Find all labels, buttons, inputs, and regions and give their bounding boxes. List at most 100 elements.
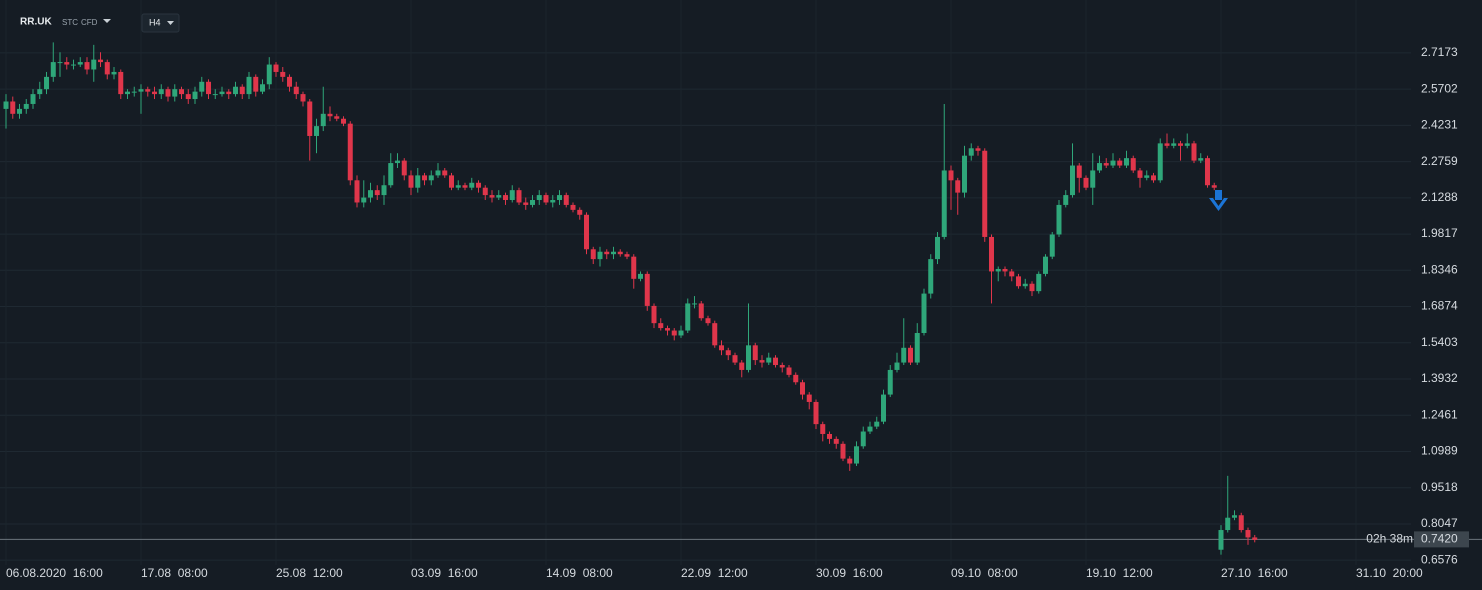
timeframe-selector[interactable]: H4 (141, 13, 180, 33)
y-tick-label: 1.3932 (1421, 371, 1458, 385)
candle-body (772, 357, 778, 366)
candle-body (955, 180, 961, 193)
candle-body (685, 303, 691, 331)
candle-body (219, 91, 225, 95)
candle-body (91, 59, 97, 70)
dropdown-arrow[interactable] (167, 21, 174, 25)
candle-body (1002, 268, 1008, 272)
y-tick-label: 1.6874 (1421, 299, 1458, 313)
symbol[interactable]: RR.UK (20, 17, 52, 28)
candle-body (1238, 515, 1244, 531)
candle-body (543, 195, 549, 203)
candle-body (327, 113, 333, 117)
candle-body (860, 431, 866, 447)
candle-body (138, 89, 144, 92)
candle-body (489, 195, 495, 198)
candle-body (347, 123, 353, 181)
candle-body (320, 113, 326, 127)
candle-body (880, 394, 886, 422)
candle-body (64, 62, 70, 65)
candle-body (145, 89, 151, 92)
y-tick-label: 1.2461 (1421, 407, 1458, 421)
candle-body (104, 62, 110, 75)
candle-body (523, 202, 529, 205)
candle-body (813, 401, 819, 425)
candle-body (766, 357, 772, 363)
candle-body (968, 148, 974, 156)
candle-body (1225, 517, 1231, 531)
candle-body (725, 350, 731, 356)
candle-body (388, 163, 394, 186)
candle-body (1177, 143, 1183, 146)
candle-body (961, 155, 967, 193)
candle-body (401, 160, 407, 176)
candle-body (907, 347, 913, 363)
candle-body (1029, 283, 1035, 292)
candle-body (577, 209, 583, 215)
candle-body (125, 91, 131, 95)
candle-body (300, 94, 306, 102)
y-tick-label: 2.2759 (1421, 154, 1458, 168)
candle-body (705, 318, 711, 324)
candle-body (624, 254, 630, 257)
timeframe-box[interactable] (141, 13, 180, 33)
x-tick-label: 19.10 12:00 (1086, 566, 1153, 580)
candle-body (476, 182, 482, 188)
candle-body (233, 86, 239, 95)
timeframe[interactable]: H4 (149, 17, 161, 27)
candle-body (1231, 515, 1237, 518)
candle-body (1009, 271, 1015, 277)
x-tick-label: 30.09 16:00 (816, 566, 883, 580)
candle-body (442, 170, 448, 176)
x-tick-label: 09.10 08:00 (951, 566, 1018, 580)
dropdown-arrow[interactable] (103, 19, 111, 23)
candle-body (50, 62, 56, 77)
candle-body (1130, 158, 1136, 171)
candle-body (435, 170, 441, 176)
candle-body (165, 89, 171, 97)
signal-arrow-shaft (1215, 190, 1222, 200)
candle-body (273, 64, 279, 72)
y-tick-label: 2.7173 (1421, 45, 1458, 59)
candle-body (752, 345, 758, 361)
candle-body (1245, 530, 1251, 538)
candles (3, 42, 1258, 555)
candle-body (1022, 283, 1028, 287)
candle-body (611, 251, 617, 255)
candle-body (948, 170, 954, 181)
candle-body (914, 333, 920, 363)
candle-body (530, 200, 536, 205)
candle-body (462, 185, 468, 188)
candle-body (678, 330, 684, 336)
candle-body (10, 101, 16, 114)
candle-body (786, 367, 792, 375)
candle-body (287, 76, 293, 87)
y-tick-label: 1.9817 (1421, 226, 1458, 240)
candle-body (23, 103, 29, 109)
candle-body (995, 268, 1001, 272)
candle-body (212, 94, 218, 96)
candle-body (1204, 158, 1210, 186)
candle-body (651, 305, 657, 324)
candle-body (57, 62, 63, 64)
candle-body (1137, 170, 1143, 178)
candle-body (1218, 530, 1224, 550)
candle-body (152, 91, 158, 95)
candle-body (1144, 175, 1150, 178)
candle-body (840, 443, 846, 459)
y-tick-label: 1.0989 (1421, 444, 1458, 458)
candle-body (172, 89, 178, 97)
candle-body (536, 195, 542, 201)
candle-body (293, 86, 299, 95)
x-tick-label: 22.09 12:00 (681, 566, 748, 580)
candle-body (732, 355, 738, 363)
grid (0, 52, 1482, 561)
symbol-selector[interactable]: RR.UK STC CFD (20, 17, 111, 28)
y-tick-label: 2.5702 (1421, 81, 1458, 95)
candle-body (1211, 185, 1217, 188)
signal-arrow (1209, 190, 1228, 211)
candle-body (1191, 143, 1197, 161)
candle-body (199, 81, 205, 92)
candle-body (799, 382, 805, 395)
